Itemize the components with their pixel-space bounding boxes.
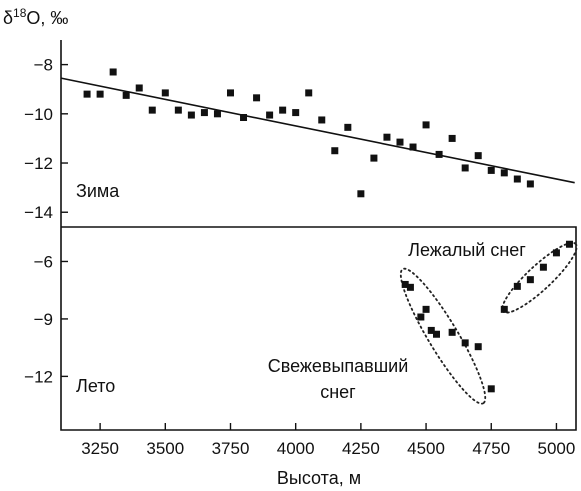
winter-point [187,111,195,119]
winter-point [122,91,130,99]
fresh-snow-point [474,343,482,351]
summer-y-tick-label: −6 [34,252,53,271]
winter-point [474,152,482,160]
fresh-snow-point [487,385,495,393]
x-tick-label: 3750 [212,439,250,458]
winter-y-tick-label: −14 [24,203,53,222]
winter-point [161,89,169,97]
winter-point [357,190,365,198]
axes-frame [60,40,577,431]
winter-point [135,84,143,92]
old-snow-point [500,305,508,313]
winter-point [213,110,221,118]
x-axis-ticks: 3250 3500 3750 4000 4250 4500 4750 5000 [81,423,575,458]
fresh-snow-point [406,283,414,291]
winter-point [513,175,521,183]
winter-point [448,134,456,142]
fresh-snow-point [417,313,425,321]
winter-data [60,68,575,198]
winter-y-tick-label: −10 [24,105,53,124]
fresh-snow-label-line1: Свежевыпавший [268,356,409,376]
winter-y-tick-label: −8 [34,56,53,75]
summer-y-ticks: −6 −9 −12 [24,252,68,386]
winter-point [292,109,300,117]
x-tick-label: 3500 [146,439,184,458]
winter-y-tick-label: −12 [24,154,53,173]
winter-point [487,166,495,174]
winter-point [83,90,91,98]
winter-point [409,143,417,151]
summer-data [399,240,578,405]
old-snow-point [552,249,560,257]
winter-point [331,147,339,155]
fresh-snow-point [448,328,456,336]
x-tick-label: 5000 [538,439,576,458]
winter-point [500,169,508,177]
winter-point [396,138,404,146]
winter-point [370,154,378,162]
winter-point [526,180,534,188]
x-tick-label: 4750 [472,439,510,458]
x-tick-label: 4500 [407,439,445,458]
winter-point [422,121,430,129]
winter-point [383,133,391,141]
summer-y-tick-label: −12 [24,367,53,386]
winter-point [253,94,261,102]
old-snow-point [513,282,521,290]
winter-point [226,89,234,97]
fresh-snow-point [461,339,469,347]
old-snow-point [565,240,573,248]
winter-point [109,68,117,76]
winter-y-ticks: −8 −10 −12 −14 [24,56,68,222]
winter-point [266,111,274,119]
winter-point [96,90,104,98]
winter-point [279,106,287,114]
x-tick-label: 3250 [81,439,119,458]
x-axis-title: Высота, м [277,468,361,488]
x-tick-label: 4000 [277,439,315,458]
old-snow-point [539,263,547,271]
winter-point [318,116,326,124]
winter-point [435,150,443,158]
fresh-snow-label-line2: снег [320,382,356,402]
winter-point [240,114,248,122]
winter-point [305,89,313,97]
fresh-snow-point [422,305,430,313]
winter-point [461,164,469,172]
winter-trend-line [60,77,575,184]
fresh-snow-point [427,326,435,334]
chart-frames [60,40,577,431]
summer-panel-label: Лето [76,376,115,396]
old-snow-label: Лежалый снег [408,240,526,260]
fresh-snow-point [432,330,440,338]
winter-point [200,109,208,117]
winter-point [344,123,352,131]
winter-point [148,106,156,114]
old-snow-point [526,276,534,284]
summer-y-tick-label: −9 [34,310,53,329]
fresh-snow-point [401,280,409,288]
winter-panel-label: Зима [76,181,120,201]
fresh-snow-ellipse [399,267,487,405]
x-tick-label: 4250 [342,439,380,458]
winter-point [174,106,182,114]
y-axis-title: δ18O, ‰ [3,6,68,28]
